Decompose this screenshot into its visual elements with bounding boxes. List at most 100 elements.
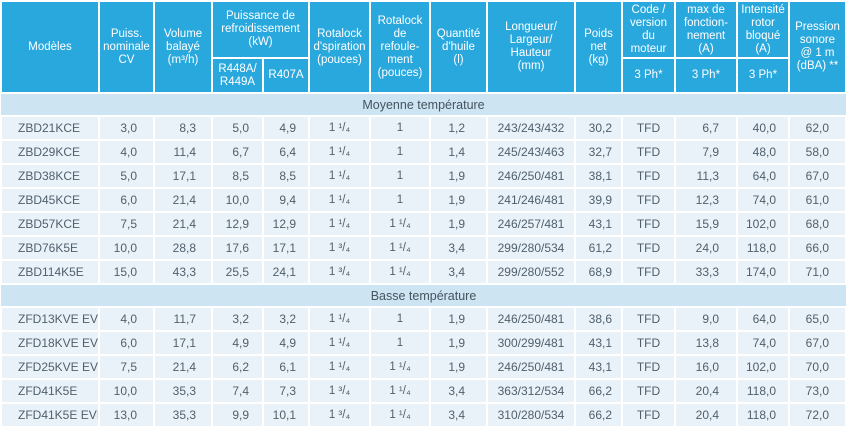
volume-balaye-cell: 21,4 — [153, 354, 213, 380]
refroidissement-r407a-cell: 7,3 — [262, 378, 310, 404]
pression-sonore-cell: 67,0 — [788, 330, 847, 356]
code-moteur-cell: TFD — [621, 354, 676, 380]
rotalock-refoulement-cell: 1 ¹/₄ — [369, 235, 431, 261]
table-row: ZFD13KVE EVI 4,0 11,7 3,2 3,2 1 ¹/₄ 1 1,9 246/25… — [0, 306, 847, 332]
intensite-rotor-bloque-cell: 74,0 — [736, 330, 790, 356]
model-cell: ZBD45KCE — [0, 187, 100, 213]
rotalock-aspiration-cell: 1 ¹/₄ — [308, 139, 371, 165]
intensite-rotor-bloque-cell: 102,0 — [736, 354, 790, 380]
header-phase-intensite-rotor: 3 Ph* — [736, 57, 790, 94]
pression-sonore-cell: 61,0 — [788, 187, 847, 213]
puissance-nominale-cell: 13,0 — [98, 402, 155, 428]
poids-net-cell: 43,1 — [574, 330, 623, 356]
puissance-nominale-cell: 4,0 — [98, 139, 155, 165]
header-intensite-max: max de fonction- nement (A) — [674, 0, 738, 59]
rotalock-aspiration-cell: 1 ³/₄ — [308, 402, 371, 428]
header-poids-net: Poids net (kg) — [574, 0, 623, 94]
code-moteur-cell: TFD — [621, 139, 676, 165]
rotalock-refoulement-cell: 1 ¹/₄ — [369, 211, 431, 237]
header-refrigerant-r448a-r449a: R448A/ R449A — [211, 57, 264, 94]
dimensions-cell: 246/250/481 — [486, 354, 576, 380]
quantite-huile-cell: 1,2 — [429, 115, 488, 141]
intensite-max-cell: 33,3 — [674, 259, 738, 285]
code-moteur-cell: TFD — [621, 187, 676, 213]
volume-balaye-cell: 17,1 — [153, 330, 213, 356]
quantite-huile-cell: 1,9 — [429, 306, 488, 332]
intensite-max-cell: 9,0 — [674, 306, 738, 332]
poids-net-cell: 43,1 — [574, 211, 623, 237]
section-row: Moyenne température — [1, 92, 846, 117]
model-cell: ZBD76K5E — [0, 235, 100, 261]
dimensions-cell: 246/250/481 — [486, 163, 576, 189]
volume-balaye-cell: 21,4 — [153, 187, 213, 213]
pression-sonore-cell: 70,0 — [788, 354, 847, 380]
refroidissement-r448a-r449a-cell: 3,2 — [211, 306, 264, 332]
puissance-nominale-cell: 4,0 — [98, 306, 155, 332]
intensite-rotor-bloque-cell: 118,0 — [736, 378, 790, 404]
code-moteur-cell: TFD — [621, 330, 676, 356]
refroidissement-r407a-cell: 10,1 — [262, 402, 310, 428]
table-row: ZBD114K5E 15,0 43,3 25,5 24,1 1 ³/₄ 1 ¹/₄ 3,4 29… — [0, 259, 847, 285]
table-header: Modèles Puiss. nominale CV Volume balayé… — [0, 0, 847, 94]
refroidissement-r448a-r449a-cell: 6,2 — [211, 354, 264, 380]
quantite-huile-cell: 3,4 — [429, 235, 488, 261]
model-cell: ZBD38KCE — [0, 163, 100, 189]
volume-balaye-cell: 21,4 — [153, 211, 213, 237]
rotalock-aspiration-cell: 1 ¹/₄ — [308, 306, 371, 332]
volume-balaye-cell: 35,3 — [153, 402, 213, 428]
quantite-huile-cell: 1,9 — [429, 187, 488, 213]
refroidissement-r407a-cell: 12,9 — [262, 211, 310, 237]
puissance-nominale-cell: 6,0 — [98, 330, 155, 356]
header-refroidissement-group: Puissance de refroidissement (kW) — [211, 0, 310, 59]
header-quantite-huile: Quantité d'huile (l) — [429, 0, 488, 94]
refroidissement-r407a-cell: 8,5 — [262, 163, 310, 189]
rotalock-aspiration-cell: 1 ¹/₄ — [308, 163, 371, 189]
section-title: Basse température — [1, 283, 846, 308]
puissance-nominale-cell: 5,0 — [98, 163, 155, 189]
code-moteur-cell: TFD — [621, 306, 676, 332]
puissance-nominale-cell: 7,5 — [98, 354, 155, 380]
puissance-nominale-cell: 10,0 — [98, 235, 155, 261]
header-modeles: Modèles — [0, 0, 100, 94]
rotalock-refoulement-cell: 1 ¹/₄ — [369, 354, 431, 380]
quantite-huile-cell: 1,9 — [429, 330, 488, 356]
model-cell: ZBD114K5E — [0, 259, 100, 285]
puissance-nominale-cell: 15,0 — [98, 259, 155, 285]
table-row: ZBD38KCE 5,0 17,1 8,5 8,5 1 ¹/₄ 1 1,9 246/250/48… — [0, 163, 847, 189]
intensite-rotor-bloque-cell: 118,0 — [736, 402, 790, 428]
header-pression-sonore: Pression sonore @ 1 m (dBA) ** — [788, 0, 847, 94]
header-rotalock-refoulement: Rotalock de refoule- ment (pouces) — [369, 0, 431, 94]
table-row: ZBD76K5E 10,0 28,8 17,6 17,1 1 ³/₄ 1 ¹/₄ 3,4 299… — [0, 235, 847, 261]
code-moteur-cell: TFD — [621, 163, 676, 189]
code-moteur-cell: TFD — [621, 115, 676, 141]
volume-balaye-cell: 28,8 — [153, 235, 213, 261]
section-title: Moyenne température — [1, 92, 846, 117]
pression-sonore-cell: 73,0 — [788, 378, 847, 404]
intensite-max-cell: 11,3 — [674, 163, 738, 189]
refroidissement-r448a-r449a-cell: 10,0 — [211, 187, 264, 213]
table-row: ZBD57KCE 7,5 21,4 12,9 12,9 1 ¹/₄ 1 ¹/₄ 1,9 246/… — [0, 211, 847, 237]
header-code-moteur: Code / version du moteur — [621, 0, 676, 59]
header-phase-code-moteur: 3 Ph* — [621, 57, 676, 94]
dimensions-cell: 246/257/481 — [486, 211, 576, 237]
dimensions-cell: 363/312/534 — [486, 378, 576, 404]
table-row: ZFD41K5E 10,0 35,3 7,4 7,3 1 ³/₄ 1 ¹/₄ 3,4 363/3… — [0, 378, 847, 404]
table-row: ZFD25KVE EVI 7,5 21,4 6,2 6,1 1 ¹/₄ 1 ¹/₄ 1,9 24… — [0, 354, 847, 380]
intensite-max-cell: 6,7 — [674, 115, 738, 141]
quantite-huile-cell: 3,4 — [429, 402, 488, 428]
refroidissement-r407a-cell: 4,9 — [262, 330, 310, 356]
dimensions-cell: 243/243/432 — [486, 115, 576, 141]
section-row: Basse température — [1, 283, 846, 308]
rotalock-refoulement-cell: 1 ¹/₄ — [369, 378, 431, 404]
quantite-huile-cell: 1,4 — [429, 139, 488, 165]
intensite-rotor-bloque-cell: 102,0 — [736, 211, 790, 237]
volume-balaye-cell: 17,1 — [153, 163, 213, 189]
model-cell: ZFD18KVE EVI — [0, 330, 100, 356]
poids-net-cell: 66,2 — [574, 378, 623, 404]
intensite-max-cell: 20,4 — [674, 402, 738, 428]
refroidissement-r448a-r449a-cell: 4,9 — [211, 330, 264, 356]
header-rotalock-aspiration: Rotalock d'spiration (pouces) — [308, 0, 371, 94]
intensite-max-cell: 24,0 — [674, 235, 738, 261]
code-moteur-cell: TFD — [621, 402, 676, 428]
volume-balaye-cell: 35,3 — [153, 378, 213, 404]
